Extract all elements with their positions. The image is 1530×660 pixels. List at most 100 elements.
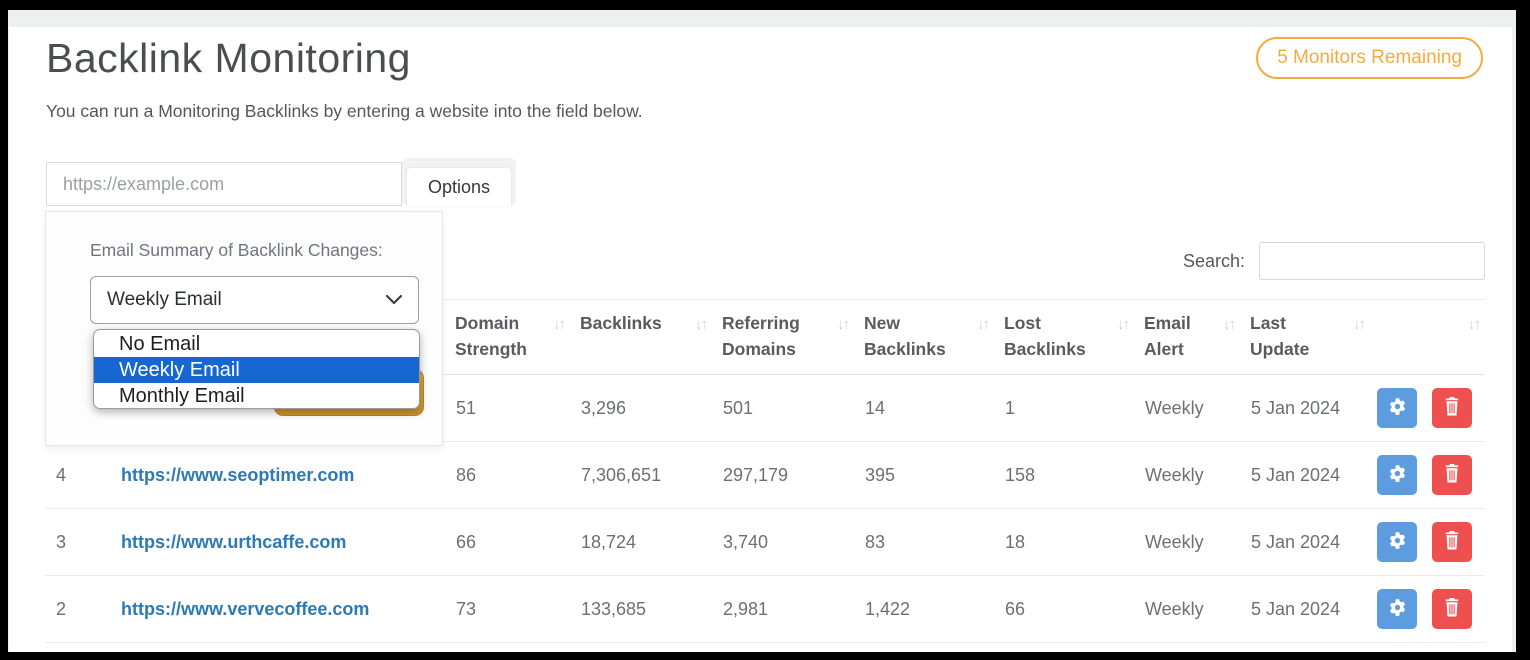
- website-link[interactable]: https://www.seoptimer.com: [121, 464, 355, 485]
- cell-actions: [1370, 455, 1485, 495]
- cell-actions: [1370, 589, 1485, 629]
- sort-icon[interactable]: ↓↑: [1468, 316, 1481, 333]
- settings-button[interactable]: [1377, 589, 1417, 629]
- column-header-lost-backlinks[interactable]: Lost Backlinks ↓↑: [994, 300, 1134, 374]
- sort-icon[interactable]: ↓↑: [1353, 316, 1366, 333]
- monitors-table: Domain Strength ↓↑ Backlinks ↓↑ Referrin…: [45, 299, 1485, 643]
- row-index: 3: [56, 531, 67, 552]
- cell-email-alert: Weekly: [1145, 598, 1204, 619]
- cell-last-update: 5 Jan 2024: [1251, 598, 1341, 619]
- cell-new-backlinks: 14: [865, 397, 886, 418]
- options-tab-container: Options: [402, 158, 516, 206]
- column-header-referring-domains[interactable]: Referring Domains ↓↑: [712, 300, 854, 374]
- column-header-last-update[interactable]: Last Update ↓↑: [1240, 300, 1370, 374]
- website-url-input[interactable]: [46, 162, 402, 206]
- options-button[interactable]: Options: [407, 168, 511, 206]
- settings-button[interactable]: [1377, 522, 1417, 562]
- cell-new-backlinks: 83: [865, 531, 886, 552]
- page-background: Backlink Monitoring 5 Monitors Remaining…: [8, 10, 1516, 652]
- row-index: 4: [56, 464, 67, 485]
- cell-lost-backlinks: 1: [1005, 397, 1016, 418]
- sort-icon[interactable]: ↓↑: [1223, 316, 1236, 333]
- dropdown-option-no-email[interactable]: No Email: [119, 333, 201, 355]
- options-panel: Email Summary of Backlink Changes: Weekl…: [45, 211, 443, 446]
- delete-button[interactable]: [1432, 455, 1472, 495]
- cell-domain-strength: 66: [456, 531, 477, 552]
- dropdown-option-monthly-email[interactable]: Monthly Email: [119, 385, 245, 407]
- gear-icon: [1388, 397, 1407, 419]
- search-input[interactable]: [1259, 242, 1485, 280]
- cell-referring-domains: 2,981: [723, 598, 769, 619]
- column-header-new-backlinks[interactable]: New Backlinks ↓↑: [854, 300, 994, 374]
- cell-backlinks: 133,685: [581, 598, 647, 619]
- cell-referring-domains: 501: [723, 397, 754, 418]
- email-frequency-selected-value: Weekly Email: [107, 289, 222, 310]
- gear-icon: [1388, 598, 1407, 620]
- column-header-backlinks[interactable]: Backlinks ↓↑: [570, 300, 712, 374]
- cell-lost-backlinks: 66: [1005, 598, 1026, 619]
- cell-domain-strength: 73: [456, 598, 477, 619]
- row-url: https://www.urthcaffe.com: [110, 532, 445, 553]
- cell-lost-backlinks: 18: [1005, 531, 1026, 552]
- settings-button[interactable]: [1377, 455, 1417, 495]
- cell-last-update: 5 Jan 2024: [1251, 531, 1341, 552]
- trash-icon: [1443, 598, 1461, 620]
- table-body: 51 3,296 501 14 1 Weekly 5 Jan 2024 4 ht…: [45, 375, 1485, 643]
- row-url: https://www.vervecoffee.com: [110, 599, 445, 620]
- search-label: Search:: [1182, 250, 1245, 271]
- table-header-row: Domain Strength ↓↑ Backlinks ↓↑ Referrin…: [45, 299, 1485, 375]
- delete-button[interactable]: [1432, 589, 1472, 629]
- delete-button[interactable]: [1432, 388, 1472, 428]
- sort-icon[interactable]: ↓↑: [977, 316, 990, 333]
- sort-icon[interactable]: ↓↑: [1117, 316, 1130, 333]
- column-header-email-alert[interactable]: Email Alert ↓↑: [1134, 300, 1240, 374]
- cell-backlinks: 18,724: [581, 531, 637, 552]
- table-row: 2 https://www.vervecoffee.com 73 133,685…: [45, 576, 1485, 643]
- cell-last-update: 5 Jan 2024: [1251, 464, 1341, 485]
- delete-button[interactable]: [1432, 522, 1472, 562]
- search-area: Search:: [1183, 242, 1485, 280]
- email-frequency-select[interactable]: Weekly Email: [90, 276, 419, 324]
- cell-email-alert: Weekly: [1145, 464, 1204, 485]
- settings-button[interactable]: [1377, 388, 1417, 428]
- page-title: Backlink Monitoring: [46, 35, 411, 81]
- cell-email-alert: Weekly: [1145, 397, 1204, 418]
- cell-backlinks: 3,296: [581, 397, 627, 418]
- sort-icon[interactable]: ↓↑: [695, 316, 708, 333]
- cell-domain-strength: 51: [456, 397, 477, 418]
- cell-referring-domains: 3,740: [723, 531, 769, 552]
- cell-actions: [1370, 388, 1485, 428]
- gear-icon: [1388, 531, 1407, 553]
- cell-domain-strength: 86: [456, 464, 477, 485]
- row-index: 2: [56, 598, 67, 619]
- sort-icon[interactable]: ↓↑: [553, 316, 566, 333]
- chevron-down-icon: [386, 295, 402, 305]
- table-row: 4 https://www.seoptimer.com 86 7,306,651…: [45, 442, 1485, 509]
- website-link[interactable]: https://www.urthcaffe.com: [121, 531, 347, 552]
- cell-referring-domains: 297,179: [723, 464, 789, 485]
- page-subtitle: You can run a Monitoring Backlinks by en…: [46, 101, 643, 121]
- monitors-remaining-badge: 5 Monitors Remaining: [1256, 37, 1483, 79]
- cell-new-backlinks: 395: [865, 464, 896, 485]
- email-summary-label: Email Summary of Backlink Changes:: [90, 240, 383, 260]
- cell-email-alert: Weekly: [1145, 531, 1204, 552]
- email-frequency-dropdown-list: No Email Weekly Email Monthly Email: [93, 329, 420, 409]
- website-link[interactable]: https://www.vervecoffee.com: [121, 598, 370, 619]
- cell-last-update: 5 Jan 2024: [1251, 397, 1341, 418]
- row-url: https://www.seoptimer.com: [110, 465, 445, 486]
- cell-lost-backlinks: 158: [1005, 464, 1036, 485]
- column-header-actions[interactable]: ↓↑: [1370, 300, 1485, 374]
- cell-actions: [1370, 522, 1485, 562]
- table-row: 3 https://www.urthcaffe.com 66 18,724 3,…: [45, 509, 1485, 576]
- cell-backlinks: 7,306,651: [581, 464, 662, 485]
- trash-icon: [1443, 397, 1461, 419]
- table-row: 51 3,296 501 14 1 Weekly 5 Jan 2024: [45, 375, 1485, 442]
- trash-icon: [1443, 464, 1461, 486]
- content-card: Backlink Monitoring 5 Monitors Remaining…: [9, 27, 1512, 652]
- cell-new-backlinks: 1,422: [865, 598, 911, 619]
- sort-icon[interactable]: ↓↑: [837, 316, 850, 333]
- gear-icon: [1388, 464, 1407, 486]
- trash-icon: [1443, 531, 1461, 553]
- dropdown-option-weekly-email[interactable]: Weekly Email: [94, 357, 419, 383]
- column-header-domain-strength[interactable]: Domain Strength ↓↑: [445, 300, 570, 374]
